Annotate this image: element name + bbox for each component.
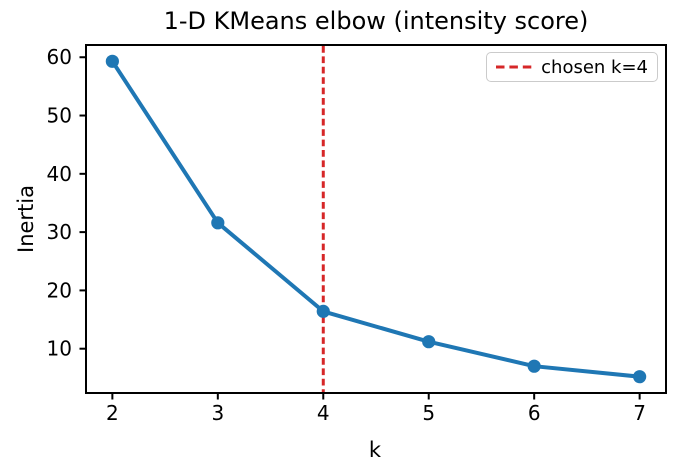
y-tick-label: 20 bbox=[47, 278, 72, 302]
x-tick-label: 5 bbox=[422, 401, 435, 425]
inertia-line bbox=[110, 59, 642, 379]
data-point-k2 bbox=[105, 54, 119, 68]
data-point-k3 bbox=[211, 216, 225, 230]
data-point-k4 bbox=[316, 304, 330, 318]
x-tick-label: 4 bbox=[317, 401, 330, 425]
x-tick-label: 3 bbox=[211, 401, 224, 425]
axes-spines bbox=[85, 44, 667, 394]
chart-title: 1-D KMeans elbow (intensity score) bbox=[163, 7, 589, 35]
y-tick-label: 50 bbox=[47, 104, 72, 128]
x-tick-label: 2 bbox=[106, 401, 119, 425]
x-tick-label: 6 bbox=[528, 401, 541, 425]
data-point-k6 bbox=[527, 359, 541, 373]
legend: chosen k=4 bbox=[486, 52, 658, 82]
x-axis-label: k bbox=[368, 438, 382, 462]
data-point-k7 bbox=[633, 370, 647, 384]
y-tick-label: 40 bbox=[47, 162, 72, 186]
legend-dash-sample-icon bbox=[496, 65, 533, 69]
legend-label: chosen k=4 bbox=[541, 56, 648, 78]
y-tick-label: 60 bbox=[47, 45, 72, 69]
x-tick-label: 7 bbox=[633, 401, 646, 425]
data-point-k5 bbox=[422, 335, 436, 349]
y-tick-label: 30 bbox=[47, 220, 72, 244]
y-tick-label: 10 bbox=[47, 337, 72, 361]
